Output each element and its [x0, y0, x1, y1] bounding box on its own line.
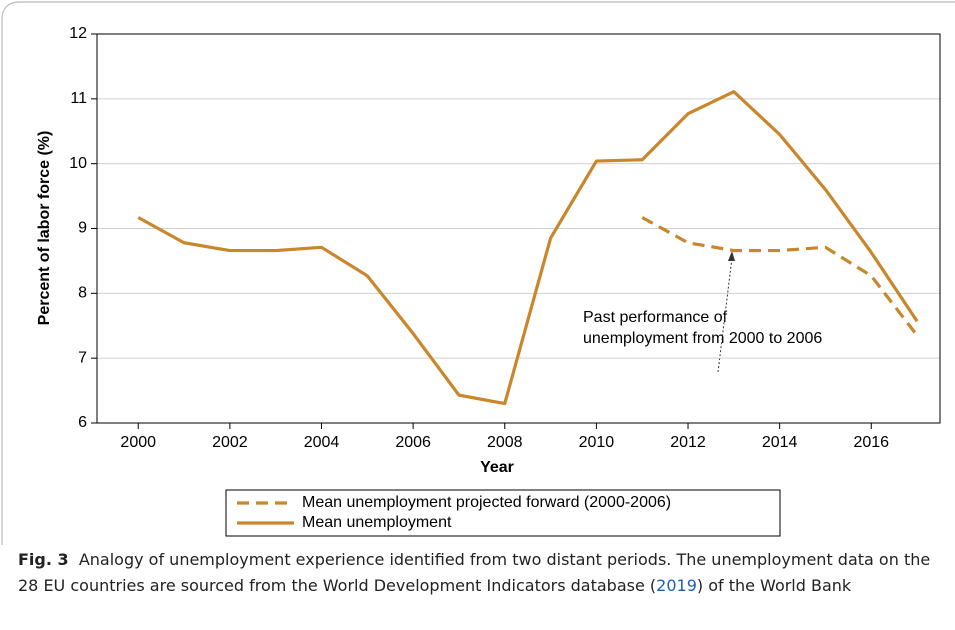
annotation: unemployment from 2000 to 2006	[583, 330, 822, 347]
legend	[225, 489, 781, 537]
x-tick-label: 2012	[670, 434, 706, 451]
caption-link[interactable]: 2019	[656, 576, 697, 595]
y-axis-label: Percent of labor force (%)	[36, 131, 53, 326]
chart: Year Percent of labor force (%) Past per…	[1, 1, 955, 545]
legend-label: Mean unemployment projected forward (200…	[302, 494, 671, 511]
x-tick-label: 2006	[395, 434, 431, 451]
annotation: Past performance of	[583, 309, 728, 326]
x-axis-label: Year	[480, 459, 514, 476]
x-tick-label: 2010	[579, 434, 615, 451]
x-tick-label: 2008	[487, 434, 523, 451]
y-tick-label: 6	[78, 414, 87, 431]
caption: Fig. 3 Analogy of unemployment experienc…	[18, 547, 938, 599]
y-tick-label: 10	[69, 155, 87, 172]
y-tick-label: 7	[78, 349, 87, 366]
annotation-arrow	[717, 257, 733, 373]
x-tick-label: 2000	[120, 434, 156, 451]
legend-label: Mean unemployment	[302, 514, 452, 531]
y-tick-label: 8	[78, 285, 87, 302]
y-tick-label: 9	[78, 220, 87, 237]
y-tick-label: 12	[69, 25, 87, 42]
line-series	[137, 90, 919, 406]
caption-label: Fig. 3	[18, 550, 69, 569]
x-tick-label: 2014	[762, 434, 798, 451]
x-tick-label: 2016	[853, 434, 889, 451]
caption-text: ) of the World Bank	[696, 576, 852, 595]
y-tick-label: 11	[70, 90, 87, 107]
line-series	[641, 216, 919, 337]
figure-border	[1, 1, 955, 545]
x-tick-label: 2004	[304, 434, 340, 451]
plot-frame	[96, 33, 941, 424]
caption-text: Analogy of unemployment experience ident…	[18, 550, 931, 595]
x-tick-label: 2002	[212, 434, 248, 451]
arrow-head	[728, 251, 735, 261]
